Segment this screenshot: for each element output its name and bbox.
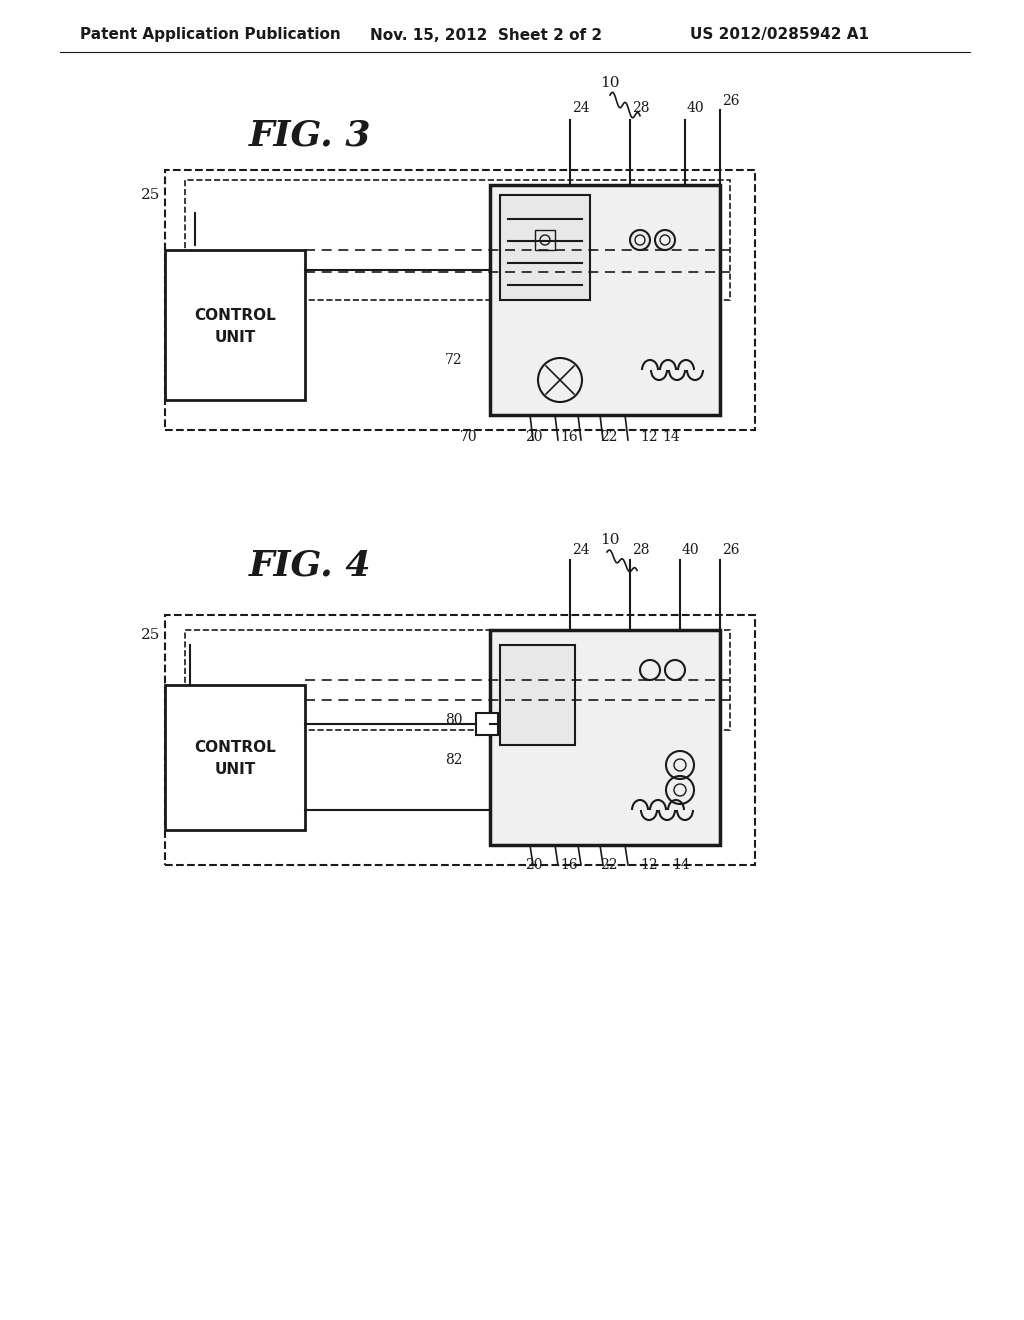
Text: 28: 28 <box>632 102 649 115</box>
Bar <box>165 249 305 400</box>
Text: US 2012/0285942 A1: US 2012/0285942 A1 <box>690 28 869 42</box>
Bar <box>185 180 730 300</box>
Text: 82: 82 <box>445 752 463 767</box>
Bar <box>535 230 555 249</box>
Text: 24: 24 <box>572 543 590 557</box>
Bar <box>476 713 498 735</box>
Text: Patent Application Publication: Patent Application Publication <box>80 28 341 42</box>
Text: 14: 14 <box>663 430 680 444</box>
Bar <box>490 185 720 414</box>
Text: 16: 16 <box>560 430 578 444</box>
Text: 25: 25 <box>140 187 160 202</box>
Text: 16: 16 <box>560 858 578 873</box>
Text: 20: 20 <box>525 858 543 873</box>
Text: 80: 80 <box>445 713 463 727</box>
Text: 40: 40 <box>687 102 705 115</box>
Text: CONTROL: CONTROL <box>195 308 275 322</box>
Bar <box>165 170 755 430</box>
Text: 12: 12 <box>640 858 657 873</box>
Text: 22: 22 <box>600 430 617 444</box>
Text: 10: 10 <box>600 533 620 546</box>
Text: FIG. 4: FIG. 4 <box>249 548 372 582</box>
Text: 40: 40 <box>682 543 699 557</box>
Bar <box>500 645 575 744</box>
Text: 14: 14 <box>672 858 690 873</box>
Bar <box>490 630 720 845</box>
Bar <box>185 630 730 730</box>
Text: 10: 10 <box>600 77 620 90</box>
Text: 24: 24 <box>572 102 590 115</box>
Text: UNIT: UNIT <box>214 330 256 345</box>
Text: UNIT: UNIT <box>214 762 256 777</box>
Text: 22: 22 <box>600 858 617 873</box>
Bar <box>165 685 305 830</box>
Text: 20: 20 <box>525 430 543 444</box>
Text: 26: 26 <box>722 543 739 557</box>
Text: CONTROL: CONTROL <box>195 741 275 755</box>
Bar <box>165 615 755 865</box>
Bar <box>500 195 590 300</box>
Text: 25: 25 <box>140 628 160 642</box>
Text: 28: 28 <box>632 543 649 557</box>
Text: 72: 72 <box>445 352 463 367</box>
Text: 70: 70 <box>460 430 477 444</box>
Text: 12: 12 <box>640 430 657 444</box>
Text: Nov. 15, 2012  Sheet 2 of 2: Nov. 15, 2012 Sheet 2 of 2 <box>370 28 602 42</box>
Text: 26: 26 <box>722 94 739 108</box>
Text: FIG. 3: FIG. 3 <box>249 117 372 152</box>
